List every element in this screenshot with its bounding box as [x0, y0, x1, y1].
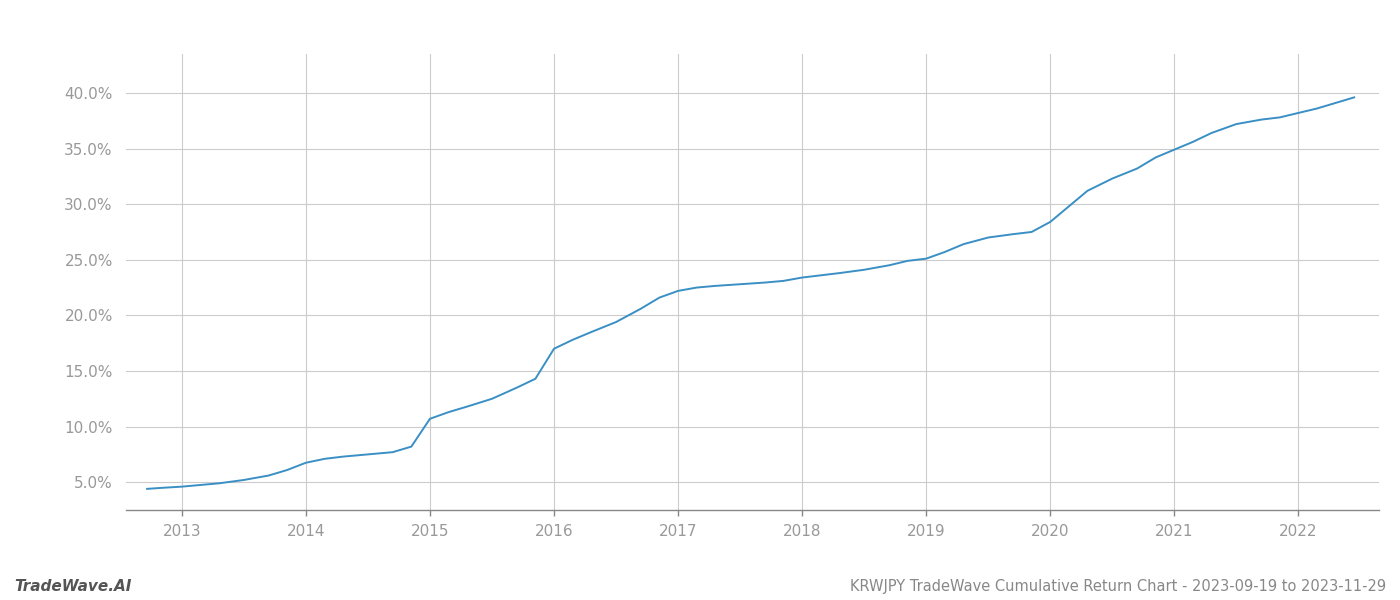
Text: KRWJPY TradeWave Cumulative Return Chart - 2023-09-19 to 2023-11-29: KRWJPY TradeWave Cumulative Return Chart… — [850, 579, 1386, 594]
Text: TradeWave.AI: TradeWave.AI — [14, 579, 132, 594]
